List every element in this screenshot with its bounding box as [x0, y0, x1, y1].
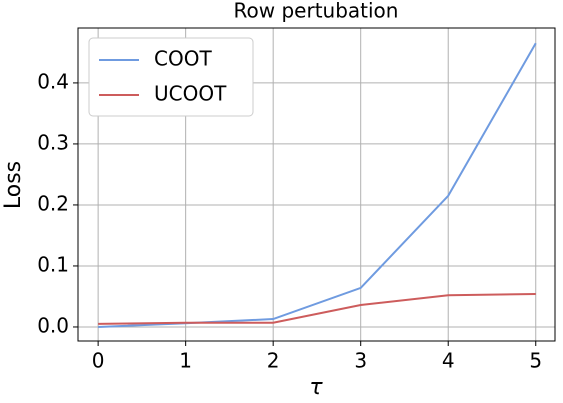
x-tick-label: 3: [354, 349, 367, 373]
y-tick-label: 0.0: [37, 313, 69, 337]
y-tick-label: 0.4: [37, 69, 69, 93]
x-axis-label: τ: [309, 375, 323, 400]
x-tick-label: 5: [529, 349, 542, 373]
line-series: [98, 293, 536, 325]
x-tick-label: 4: [442, 349, 455, 373]
legend-label: COOT: [154, 47, 212, 71]
plot-frame: [77, 27, 556, 342]
x-tick-label: 0: [92, 349, 105, 373]
y-tick-label: 0.3: [37, 130, 69, 154]
legend-box: [88, 37, 254, 117]
chart-title: Row pertubation: [234, 0, 399, 23]
line-series: [98, 42, 537, 328]
y-tick-label: 0.1: [37, 252, 69, 276]
legend-label: UCOOT: [154, 82, 227, 106]
x-tick-label: 1: [179, 349, 192, 373]
x-tick-label: 2: [267, 349, 280, 373]
y-axis-label: Loss: [1, 161, 26, 209]
y-tick-label: 0.2: [37, 191, 69, 215]
